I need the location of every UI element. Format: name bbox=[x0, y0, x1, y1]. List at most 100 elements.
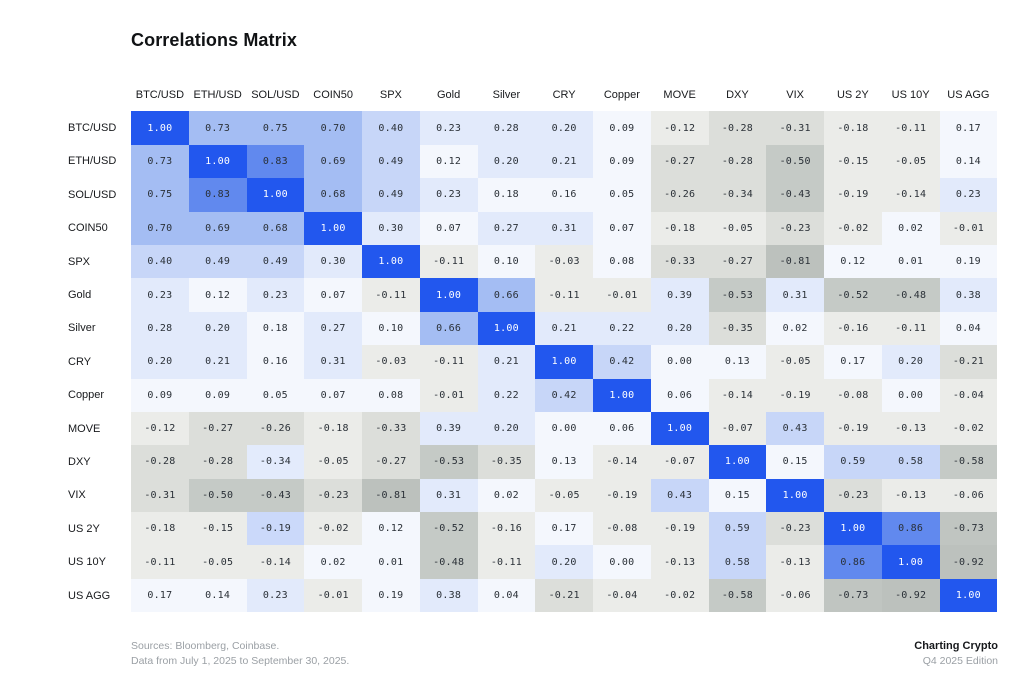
matrix-cell: -0.35 bbox=[477, 445, 536, 479]
matrix-cell: 0.02 bbox=[477, 478, 536, 513]
matrix-cell: 0.06 bbox=[650, 378, 709, 412]
matrix-cell: -0.23 bbox=[304, 478, 362, 513]
matrix-cell: -0.31 bbox=[766, 111, 824, 145]
matrix-cell: 0.15 bbox=[766, 445, 824, 479]
matrix-cell: 0.20 bbox=[650, 311, 709, 346]
matrix-cell: 0.21 bbox=[535, 311, 593, 346]
matrix-cell: 0.20 bbox=[881, 345, 940, 379]
column-header: SOL/USD bbox=[251, 88, 300, 101]
matrix-cell: 0.75 bbox=[131, 178, 189, 212]
matrix-cell: 0.17 bbox=[939, 111, 998, 145]
column-header: CRY bbox=[552, 88, 576, 101]
matrix-cell: 0.09 bbox=[188, 378, 247, 412]
matrix-cell: 1.00 bbox=[939, 578, 998, 613]
matrix-cell: 0.13 bbox=[535, 445, 593, 479]
matrix-cell: -0.11 bbox=[419, 345, 478, 379]
matrix-cell: -0.02 bbox=[304, 512, 362, 546]
matrix-cell: 0.40 bbox=[362, 111, 420, 145]
matrix-cell: 0.15 bbox=[708, 478, 767, 513]
matrix-cell: -0.73 bbox=[939, 512, 998, 546]
matrix-cell: -0.04 bbox=[939, 378, 998, 412]
matrix-cell: 0.43 bbox=[650, 478, 709, 513]
matrix-cell: 1.00 bbox=[593, 378, 651, 412]
matrix-cell: 0.14 bbox=[188, 578, 247, 613]
matrix-cell: 0.08 bbox=[362, 378, 420, 412]
matrix-cell: 0.19 bbox=[939, 244, 998, 279]
matrix-cell: 0.40 bbox=[131, 244, 189, 279]
matrix-cell: -0.34 bbox=[246, 445, 305, 479]
matrix-cell: -0.21 bbox=[535, 578, 593, 613]
matrix-cell: -0.28 bbox=[708, 144, 767, 179]
matrix-cell: -0.14 bbox=[593, 445, 651, 479]
matrix-cell: -0.05 bbox=[708, 211, 767, 245]
matrix-cell: 0.07 bbox=[419, 211, 478, 245]
matrix-cell: -0.28 bbox=[188, 445, 247, 479]
footer-sources: Sources: Bloomberg, Coinbase. Data from … bbox=[131, 639, 349, 669]
matrix-cell: 1.00 bbox=[766, 478, 824, 513]
matrix-cell: -0.23 bbox=[766, 512, 824, 546]
matrix-cell: 0.27 bbox=[304, 311, 362, 346]
column-header: ETH/USD bbox=[193, 88, 242, 101]
matrix-cell: -0.92 bbox=[881, 578, 940, 613]
matrix-cell: 1.00 bbox=[362, 244, 420, 279]
matrix-cell: -0.11 bbox=[419, 244, 478, 279]
matrix-cell: 0.06 bbox=[593, 411, 651, 446]
column-header: DXY bbox=[726, 88, 749, 101]
matrix-cell: 0.20 bbox=[477, 144, 536, 179]
matrix-cell: 0.07 bbox=[593, 211, 651, 245]
row-label: US 2Y bbox=[68, 522, 100, 535]
column-header: Copper bbox=[603, 88, 640, 101]
matrix-cell: 0.68 bbox=[304, 178, 362, 212]
matrix-cell: -0.28 bbox=[131, 445, 189, 479]
matrix-cell: -0.48 bbox=[419, 545, 478, 579]
matrix-cell: -0.03 bbox=[535, 244, 593, 279]
matrix-cell: -0.27 bbox=[650, 144, 709, 179]
matrix-cell: -0.11 bbox=[881, 111, 940, 145]
column-header: BTC/USD bbox=[135, 88, 185, 101]
correlation-matrix: BTC/USD ETH/USD SOL/USD COIN50 SPX Gold Silver… bbox=[68, 78, 998, 613]
matrix-cell: -0.50 bbox=[188, 478, 247, 513]
matrix-cell: 0.01 bbox=[881, 244, 940, 279]
matrix-cell: 1.00 bbox=[246, 178, 305, 212]
footer-brand-block: Charting Crypto Q4 2025 Edition bbox=[914, 639, 998, 669]
matrix-cell: 1.00 bbox=[304, 211, 362, 245]
matrix-cell: 0.23 bbox=[131, 278, 189, 312]
matrix-cell: 0.10 bbox=[362, 311, 420, 346]
matrix-cell: -0.23 bbox=[766, 211, 824, 245]
matrix-cell: -0.11 bbox=[362, 278, 420, 312]
matrix-cell: -0.02 bbox=[939, 411, 998, 446]
matrix-cell: -0.14 bbox=[881, 178, 940, 212]
matrix-cell: 0.12 bbox=[188, 278, 247, 312]
matrix-cell: -0.07 bbox=[708, 411, 767, 446]
matrix-cell: 0.38 bbox=[419, 578, 478, 613]
matrix-cell: -0.28 bbox=[708, 111, 767, 145]
matrix-cell: 0.58 bbox=[708, 545, 767, 579]
matrix-cell: 0.70 bbox=[304, 111, 362, 145]
matrix-cell: -0.07 bbox=[650, 445, 709, 479]
matrix-cell: -0.19 bbox=[593, 478, 651, 513]
matrix-cell: 0.69 bbox=[304, 144, 362, 179]
matrix-cell: -0.05 bbox=[535, 478, 593, 513]
matrix-cell: -0.18 bbox=[824, 111, 882, 145]
matrix-cell: 0.30 bbox=[304, 244, 362, 279]
matrix-cell: -0.19 bbox=[824, 411, 882, 446]
matrix-cell: 0.02 bbox=[881, 211, 940, 245]
row-label: SOL/USD bbox=[68, 188, 117, 201]
matrix-cell: -0.23 bbox=[824, 478, 882, 513]
column-header: COIN50 bbox=[313, 88, 353, 101]
matrix-cell: 0.28 bbox=[477, 111, 536, 145]
matrix-cell: -0.11 bbox=[477, 545, 536, 579]
matrix-cell: 0.30 bbox=[362, 211, 420, 245]
matrix-cell: -0.19 bbox=[650, 512, 709, 546]
matrix-cell: 0.68 bbox=[246, 211, 305, 245]
column-header: US 2Y bbox=[836, 88, 869, 101]
matrix-cell: 0.66 bbox=[419, 311, 478, 346]
matrix-cell: -0.05 bbox=[304, 445, 362, 479]
matrix-cell: -0.01 bbox=[593, 278, 651, 312]
matrix-cell: 0.49 bbox=[362, 144, 420, 179]
date-range-note: Data from July 1, 2025 to September 30, … bbox=[131, 655, 350, 668]
matrix-cell: 0.05 bbox=[593, 178, 651, 212]
matrix-cell: 0.31 bbox=[535, 211, 593, 245]
matrix-cell: 0.23 bbox=[246, 578, 305, 613]
matrix-cell: 0.00 bbox=[593, 545, 651, 579]
